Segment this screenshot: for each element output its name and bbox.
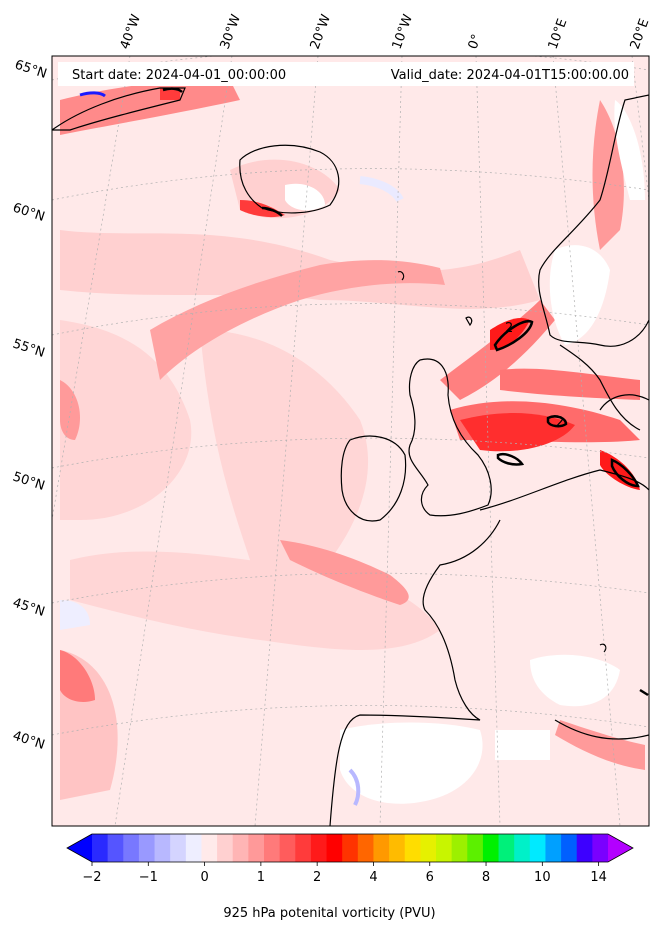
colorbar-swatch	[498, 834, 515, 862]
start-date-label: Start date: 2024-04-01_00:00:00	[72, 68, 286, 83]
colorbar-swatch	[310, 834, 328, 862]
colorbar-tick-label: 10	[534, 870, 551, 885]
colorbar-swatch	[467, 834, 484, 862]
colorbar-tick-label: 0	[200, 870, 208, 885]
map-panel: Start date: 2024-04-01_00:00:00 Valid_da…	[51, 55, 650, 827]
colorbar-swatch	[561, 834, 578, 862]
colorbar-tick-label: 2	[313, 870, 321, 885]
colorbar-swatch	[295, 834, 312, 862]
colorbar-swatch	[420, 834, 437, 862]
colorbar-tick-label: 4	[369, 870, 377, 885]
colorbar-tick-label: −2	[82, 870, 101, 885]
colorbar-swatch	[404, 834, 421, 862]
colorbar-tick-label: 1	[257, 870, 265, 885]
colorbar-swatch	[279, 834, 296, 862]
lon-label-10w: 10°W	[390, 12, 416, 51]
lat-label-55n: 55°N	[11, 337, 47, 361]
lat-label-65n: 65°N	[13, 58, 49, 82]
coastlines	[52, 87, 649, 826]
colorbar-swatch	[326, 834, 343, 862]
valid-date-label: Valid_date: 2024-04-01T15:00:00.00	[391, 68, 629, 83]
colorbar-swatch	[373, 834, 390, 862]
longitude-labels: 40°W 30°W 20°W 10°W 0° 10°E 20°E	[118, 12, 653, 51]
header-band	[58, 62, 634, 86]
colorbar-swatch	[529, 834, 546, 862]
colorbar-tick-label: −1	[139, 870, 158, 885]
colorbar-swatch	[107, 834, 124, 862]
colorbar-swatch	[342, 834, 359, 862]
contour-label: 2	[505, 321, 513, 336]
lon-label-10e: 10°E	[546, 17, 571, 52]
colorbar-swatch	[264, 834, 281, 862]
colorbar-outline	[66, 833, 634, 863]
colorbar-swatch	[482, 834, 500, 862]
lon-label-30w: 30°W	[218, 12, 244, 51]
lat-label-50n: 50°N	[11, 470, 47, 494]
colorbar-swatch	[592, 834, 609, 862]
colorbar-swatch	[436, 834, 453, 862]
lon-label-40w: 40°W	[118, 12, 144, 51]
lon-label-0: 0°	[466, 32, 485, 51]
lat-label-40n: 40°N	[11, 729, 47, 753]
colorbar-title: 925 hPa potenital vorticity (PVU)	[223, 906, 436, 921]
lat-label-45n: 45°N	[11, 596, 47, 620]
lat-label-60n: 60°N	[11, 201, 47, 225]
latitude-labels: 65°N 60°N 55°N 50°N 45°N 40°N	[11, 58, 49, 753]
map-frame	[51, 55, 650, 827]
pv2-contours	[162, 87, 649, 697]
colorbar-swatch	[576, 834, 593, 862]
colorbar-swatch	[514, 834, 531, 862]
colorbar-extend-high	[608, 834, 633, 862]
colorbar-extend-low	[67, 834, 92, 862]
colorbar-swatch	[123, 834, 140, 862]
colorbar-swatch	[357, 834, 374, 862]
colorbar-swatch	[201, 834, 218, 862]
colorbar-swatch	[451, 834, 468, 862]
colorbar-tick-label: 14	[590, 870, 607, 885]
colorbar-swatch	[138, 834, 156, 862]
colorbar-swatch	[154, 834, 171, 862]
colorbar-swatch	[545, 834, 562, 862]
colorbar-swatch	[389, 834, 406, 862]
colorbar: −2 −1 0 1 2 4 6 8 10 14	[66, 833, 634, 885]
colorbar-swatch	[185, 834, 202, 862]
colorbar-tick-label: 6	[426, 870, 434, 885]
colorbar-tick-label: 8	[482, 870, 490, 885]
colorbar-swatch	[248, 834, 265, 862]
lon-label-20w: 20°W	[308, 12, 334, 51]
colorbar-swatch	[217, 834, 234, 862]
colorbar-swatch	[232, 834, 249, 862]
colorbar-swatch	[92, 834, 109, 862]
lon-label-20e: 20°E	[628, 17, 653, 52]
contour-label: 2	[556, 415, 564, 430]
colorbar-swatch	[170, 834, 187, 862]
